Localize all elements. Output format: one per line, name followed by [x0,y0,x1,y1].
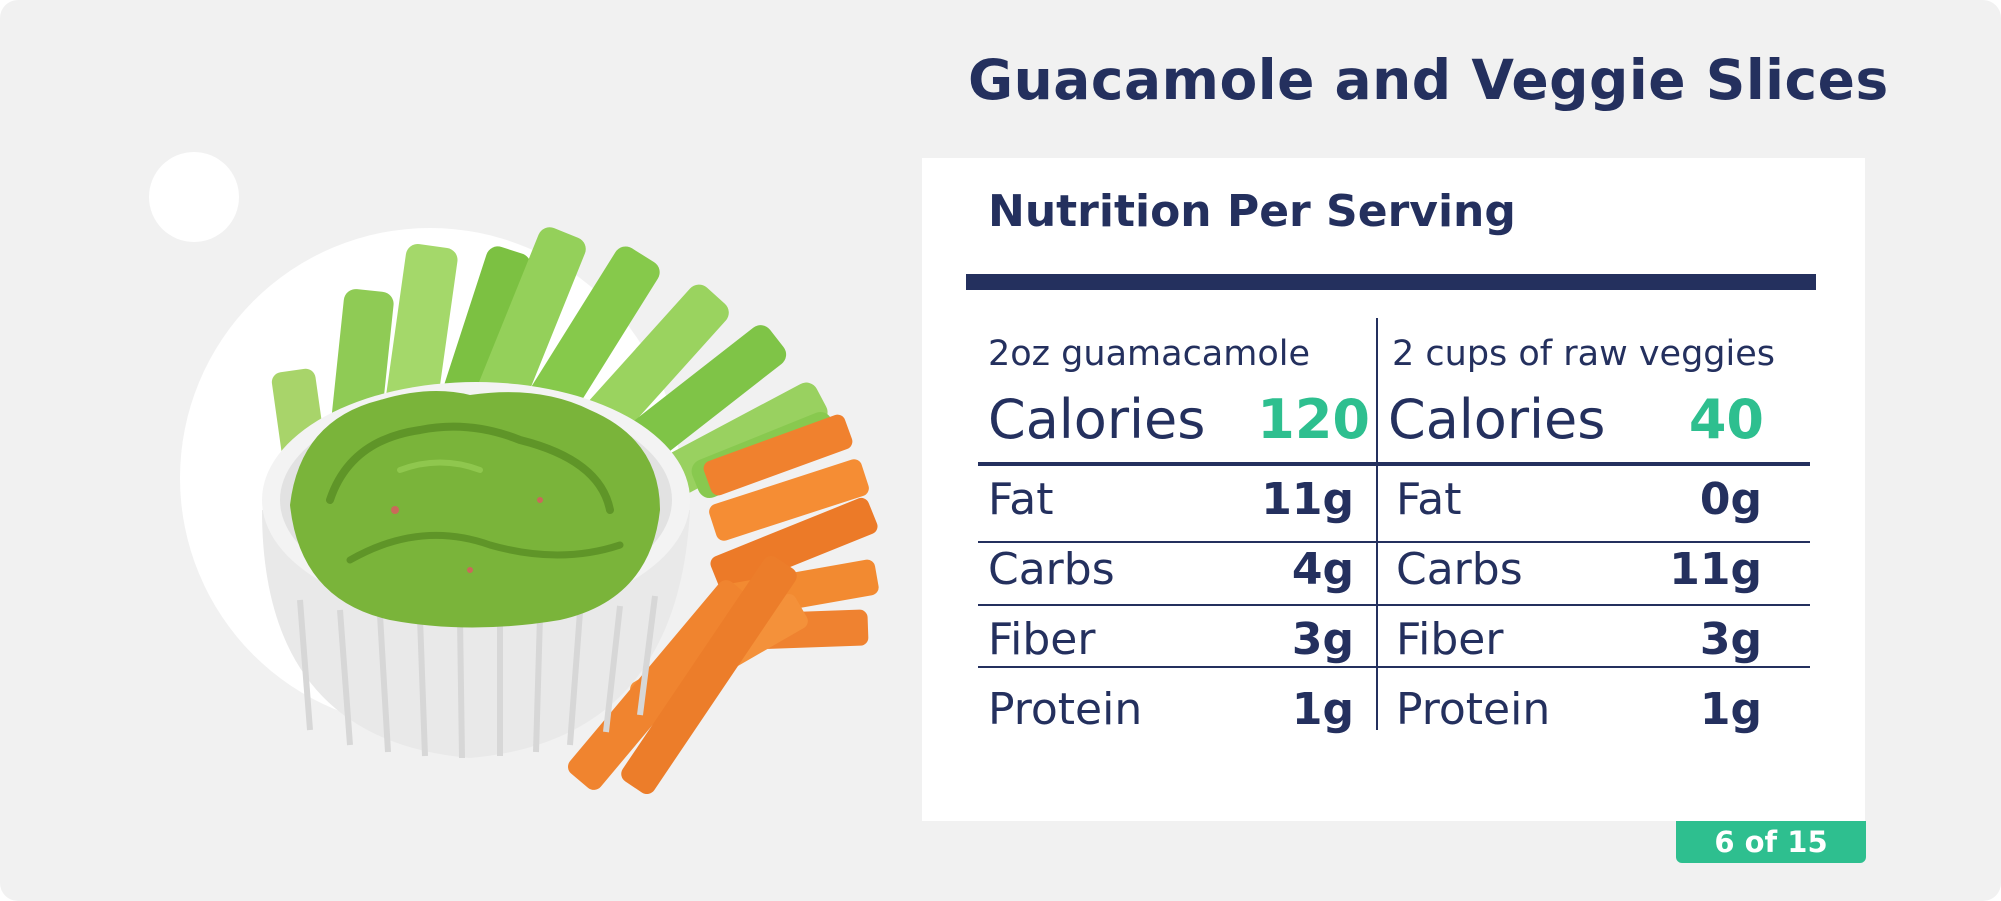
nutrient-name: Fat [1396,474,1462,525]
nutrient-amount: 1g [1699,684,1762,735]
nutrient-row: Fat 11g [978,468,1376,530]
food-illustration [149,152,879,795]
carrot-sticks-icon [568,414,879,795]
column-divider [1376,318,1378,730]
nutrient-amount: 1g [1291,684,1354,735]
nutrient-row: Fiber 3g [978,608,1376,670]
nutrient-amount: 11g [1669,544,1762,595]
nutrition-card: Nutrition Per Serving 2oz guamacamole Ca… [922,158,1865,821]
calories-rule [978,462,1376,466]
serving-size: 2oz guamacamole [988,334,1311,374]
nutrient-name: Protein [988,684,1143,735]
row-rule [1378,604,1810,606]
heading-rule [966,274,1816,290]
row-rule [1378,666,1810,668]
row-rule [978,541,1376,543]
row-rule [978,666,1376,668]
calories-value: 120 [1257,388,1370,451]
nutrient-amount: 0g [1699,474,1762,525]
nutrient-name: Carbs [1396,544,1523,595]
pagination-badge: 6 of 15 [1676,821,1866,863]
nutrient-name: Carbs [988,544,1115,595]
serving-size: 2 cups of raw veggies [1392,334,1776,374]
calories-rule [1378,462,1810,466]
guacamole-bowl-icon [262,382,690,759]
nutrient-row: Fat 0g [1378,468,1810,530]
row-rule [978,604,1376,606]
decorative-small-circle [149,152,239,242]
calories-value: 40 [1688,388,1764,451]
nutrient-name: Fiber [988,614,1096,665]
nutrient-name: Fat [988,474,1054,525]
nutrient-name: Fiber [1396,614,1504,665]
calories-label: Calories [988,388,1206,451]
nutrient-row: Carbs 4g [978,538,1376,600]
nutrient-row: Fiber 3g [1378,608,1810,670]
nutrient-name: Protein [1396,684,1551,735]
nutrient-amount: 11g [1261,474,1354,525]
row-rule [1378,541,1810,543]
nutrient-amount: 3g [1699,614,1762,665]
nutrient-row: Protein 1g [1378,678,1810,740]
nutrient-amount: 4g [1291,544,1354,595]
page-title: Guacamole and Veggie Slices [968,48,1889,112]
nutrient-row: Protein 1g [978,678,1376,740]
card-heading: Nutrition Per Serving [988,186,1516,237]
calories-label: Calories [1388,388,1606,451]
nutrient-row: Carbs 11g [1378,538,1810,600]
nutrient-amount: 3g [1291,614,1354,665]
